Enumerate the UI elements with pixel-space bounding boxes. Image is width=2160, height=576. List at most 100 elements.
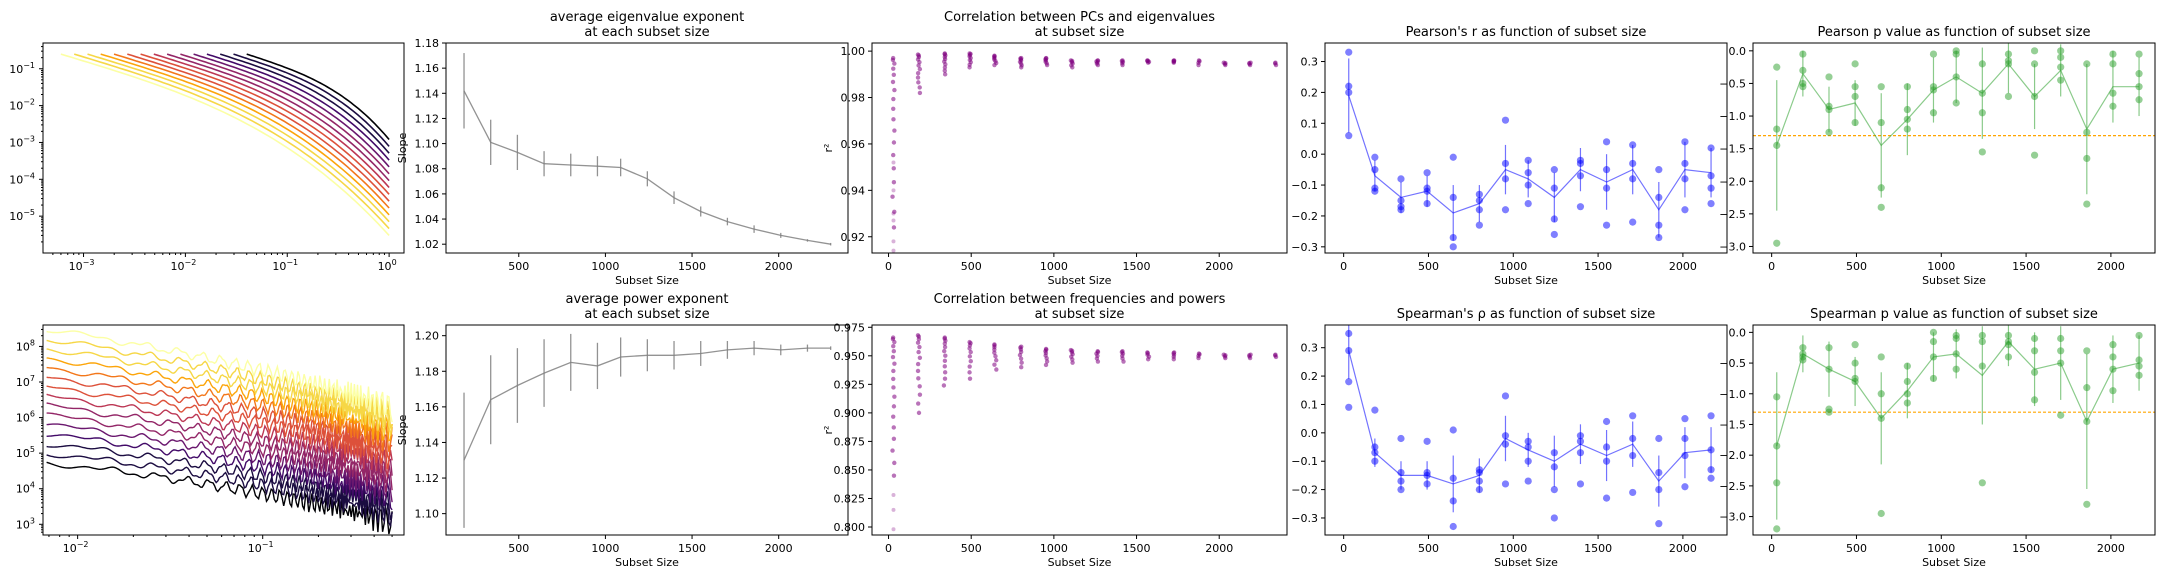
p-value-point bbox=[2083, 60, 2091, 68]
x-tick-label: 2000 bbox=[1205, 542, 1233, 555]
scatter-point bbox=[892, 394, 897, 399]
scatter-point bbox=[967, 364, 972, 369]
p-value-point bbox=[1877, 83, 1885, 91]
correlation-point bbox=[1449, 153, 1457, 161]
panel-avg-eig-exponent: 500 1000 1500 2000 1.02 1.04 1.06 1.08 1.10 1.12 1… bbox=[396, 10, 849, 287]
scatter-point bbox=[891, 166, 896, 171]
power-curve bbox=[46, 393, 393, 478]
correlation-point bbox=[1681, 175, 1689, 183]
scatter-point bbox=[1017, 352, 1023, 358]
correlation-point bbox=[1423, 169, 1431, 177]
scatter-point bbox=[1196, 355, 1201, 361]
correlation-point bbox=[1501, 206, 1510, 214]
scatter-point bbox=[1145, 60, 1151, 65]
y-tick-label: 0.0 bbox=[1729, 326, 1747, 339]
scatter-point bbox=[891, 404, 897, 409]
correlation-point bbox=[1655, 485, 1663, 494]
scatter-point bbox=[942, 370, 948, 375]
correlation-point bbox=[1524, 477, 1532, 485]
y-tick-label: 0.975 bbox=[834, 321, 866, 334]
correlation-point bbox=[1371, 406, 1379, 414]
p-value-point bbox=[1978, 337, 1986, 346]
p-value-point bbox=[2057, 76, 2065, 84]
scatter-point bbox=[890, 79, 896, 85]
correlation-point bbox=[1655, 221, 1663, 229]
correlation-point bbox=[1681, 451, 1689, 460]
correlation-point bbox=[1475, 468, 1483, 477]
scatter-point bbox=[968, 349, 973, 355]
y-tick-label: 1.18 bbox=[415, 37, 440, 50]
correlation-point bbox=[1681, 159, 1689, 168]
p-value-point bbox=[1929, 50, 1938, 58]
correlation-point bbox=[1550, 485, 1558, 494]
scatter-point bbox=[890, 194, 895, 199]
panel-spearman-rho: 0 500 1000 1500 2000 −0.3 −0.2 −0.1 0.0 0.1 0.2 0.3… bbox=[1291, 307, 1728, 569]
scatter-point bbox=[892, 460, 897, 466]
x-tick-label: 2000 bbox=[2097, 542, 2125, 555]
panel-title: Spearman's ρ as function of subset size bbox=[1397, 307, 1656, 322]
correlation-point bbox=[1501, 159, 1510, 168]
p-value-point bbox=[1773, 442, 1781, 450]
x-tick-label: 1500 bbox=[1584, 542, 1612, 555]
p-value-point bbox=[1877, 203, 1885, 211]
p-value-point bbox=[1799, 50, 1807, 58]
p-value-point bbox=[2083, 154, 2091, 163]
plot-area bbox=[1345, 48, 1715, 251]
correlation-point bbox=[1707, 184, 1715, 192]
scatter-point bbox=[1070, 65, 1075, 70]
y-tick-label: 104 bbox=[16, 481, 35, 496]
y-tick-label: 0.0 bbox=[1729, 45, 1747, 58]
p-value-point bbox=[2109, 387, 2117, 395]
p-value-point bbox=[2109, 102, 2117, 110]
p-value-point bbox=[1799, 344, 1807, 352]
correlation-point bbox=[1655, 520, 1663, 528]
eigen-curve bbox=[60, 53, 390, 236]
p-value-point bbox=[1799, 79, 1807, 88]
p-value-point bbox=[1903, 83, 1911, 91]
p-value-point bbox=[2057, 411, 2065, 419]
y-tick-label: −0.1 bbox=[1291, 179, 1318, 192]
panel-title: average power exponent bbox=[566, 292, 729, 307]
correlation-point bbox=[1371, 449, 1379, 457]
scatter-point bbox=[892, 361, 897, 366]
correlation-point bbox=[1707, 466, 1715, 474]
y-tick-label: −0.3 bbox=[1291, 512, 1318, 525]
p-value-point bbox=[1952, 365, 1960, 373]
eigen-curve bbox=[100, 53, 390, 216]
correlation-point bbox=[1576, 449, 1585, 457]
x-axis-label: Subset Size bbox=[1494, 274, 1558, 287]
y-tick-label: 0.825 bbox=[834, 492, 866, 505]
scatter-point bbox=[891, 348, 897, 354]
plot-area bbox=[463, 53, 832, 246]
correlation-point bbox=[1345, 48, 1353, 56]
panel-spearman-p: 0 500 1000 1500 2000 −3.0 −2.5 −2.0 −1.5 −1.0 −0.5… bbox=[1719, 307, 2156, 569]
x-tick-label: 1500 bbox=[2012, 542, 2040, 555]
p-value-point bbox=[2057, 359, 2065, 367]
p-value-point bbox=[1877, 118, 1885, 127]
p-value-point bbox=[2057, 347, 2065, 355]
correlation-point bbox=[1707, 199, 1715, 208]
scatter-point bbox=[942, 65, 948, 70]
p-value-point bbox=[1952, 50, 1960, 58]
y-tick-label: −0.2 bbox=[1291, 210, 1318, 223]
p-value-point bbox=[1952, 350, 1960, 358]
correlation-point bbox=[1501, 175, 1510, 183]
p-value-point bbox=[2083, 417, 2091, 426]
y-tick-label: 1.12 bbox=[415, 472, 440, 485]
scatter-point bbox=[915, 340, 921, 345]
p-value-point bbox=[1773, 393, 1781, 401]
scatter-point bbox=[891, 96, 896, 102]
p-value-point bbox=[1929, 353, 1938, 361]
p-value-point bbox=[2109, 365, 2117, 373]
scatter-point bbox=[917, 344, 922, 350]
p-value-point bbox=[1799, 66, 1807, 74]
scatter-point bbox=[891, 180, 897, 185]
scatter-point bbox=[917, 66, 923, 72]
p-value-point bbox=[2004, 341, 2013, 349]
correlation-point bbox=[1423, 480, 1431, 488]
scatter-point bbox=[1095, 62, 1101, 68]
y-tick-label: 1.00 bbox=[841, 45, 866, 58]
p-value-point bbox=[1929, 374, 1938, 383]
mean-line bbox=[463, 347, 831, 461]
x-tick-label: 2000 bbox=[1669, 542, 1697, 555]
